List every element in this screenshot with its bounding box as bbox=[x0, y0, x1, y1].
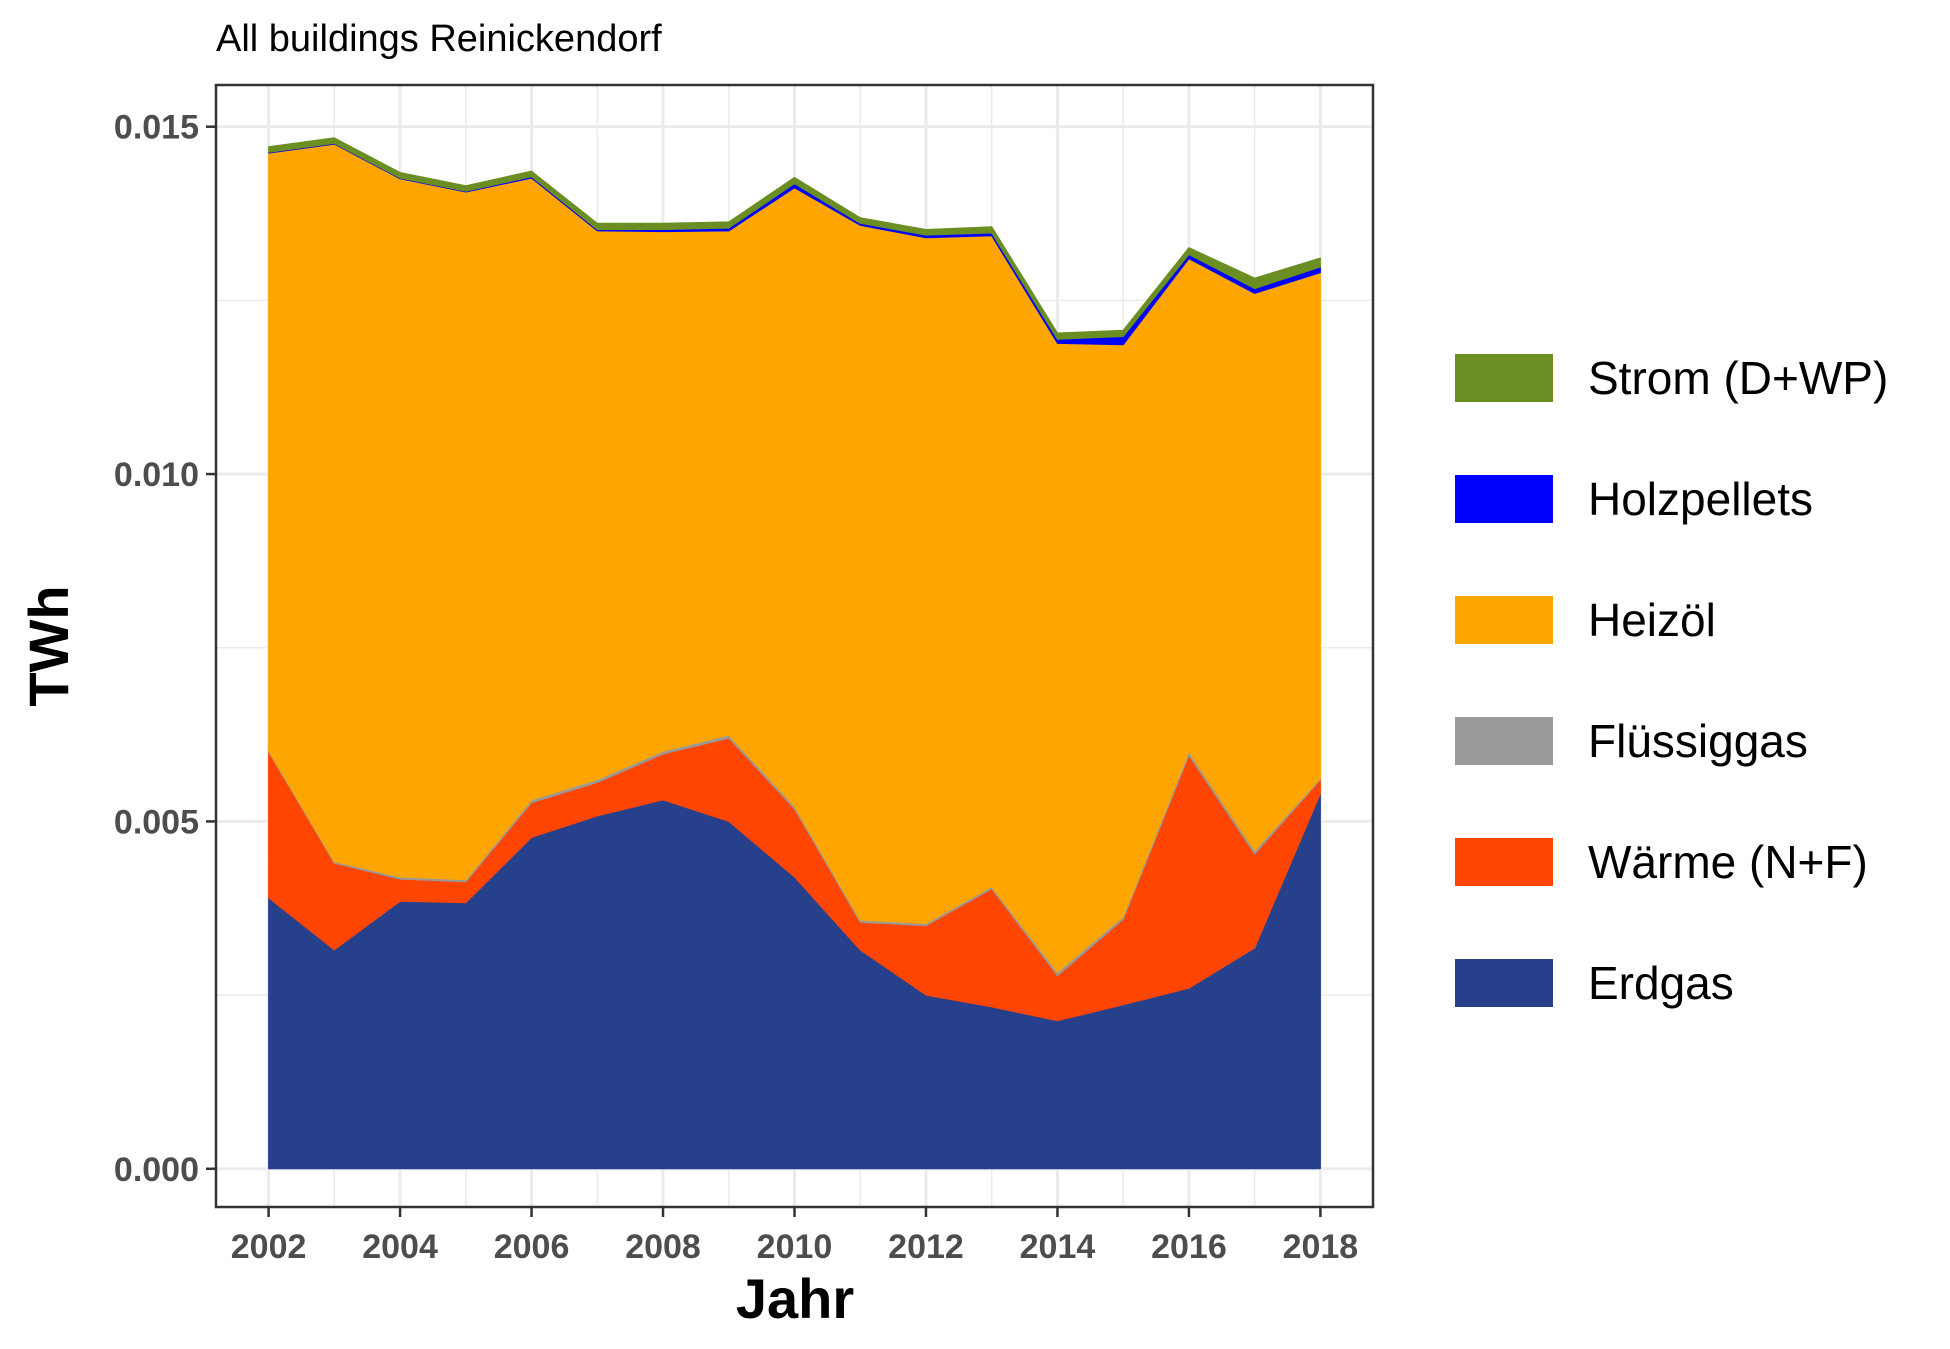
legend-swatch-heiz-l bbox=[1455, 596, 1553, 644]
chart-title: All buildings Reinickendorf bbox=[216, 18, 662, 60]
x-tick-label: 2006 bbox=[494, 1228, 570, 1266]
legend-swatch-holzpellets bbox=[1455, 475, 1553, 523]
x-axis-title: Jahr bbox=[736, 1267, 854, 1330]
y-tick-label: 0.010 bbox=[114, 456, 199, 494]
x-tick-label: 2008 bbox=[625, 1228, 701, 1266]
legend-label-fl-ssiggas: Flüssiggas bbox=[1588, 715, 1808, 767]
y-tick-label: 0.005 bbox=[114, 803, 199, 841]
legend-swatch-strom-d-wp bbox=[1455, 354, 1553, 402]
legend-label-w-rme-n-f: Wärme (N+F) bbox=[1588, 836, 1868, 888]
legend-swatch-fl-ssiggas bbox=[1455, 717, 1553, 765]
legend-label-holzpellets: Holzpellets bbox=[1588, 473, 1813, 525]
y-axis-ticks: 0.000 0.005 0.010 0.015 bbox=[114, 109, 216, 1189]
y-tick-label: 0.000 bbox=[114, 1151, 199, 1189]
x-axis-ticks: 2002 2004 2006 2008 2010 2012 2014 2016 2018 bbox=[231, 1207, 1358, 1266]
legend-swatch-w-rme-n-f bbox=[1455, 838, 1553, 886]
legend-label-erdgas: Erdgas bbox=[1588, 957, 1734, 1009]
x-tick-label: 2002 bbox=[231, 1228, 307, 1266]
area-strom-d-wp bbox=[268, 137, 1321, 340]
x-tick-label: 2016 bbox=[1151, 1228, 1227, 1266]
x-tick-label: 2010 bbox=[757, 1228, 833, 1266]
legend-swatch-erdgas bbox=[1455, 959, 1553, 1007]
x-tick-label: 2004 bbox=[362, 1228, 438, 1266]
x-tick-label: 2018 bbox=[1283, 1228, 1359, 1266]
x-tick-label: 2012 bbox=[888, 1228, 964, 1266]
area-series bbox=[268, 137, 1321, 1170]
y-tick-label: 0.015 bbox=[114, 109, 199, 147]
legend-label-heiz-l: Heizöl bbox=[1588, 594, 1716, 646]
legend: Strom (D+WP) Holzpellets Heizöl Flüssiggas W… bbox=[1455, 352, 1888, 1009]
legend-label-strom-d-wp: Strom (D+WP) bbox=[1588, 352, 1888, 404]
x-tick-label: 2014 bbox=[1020, 1228, 1096, 1266]
y-axis-title: TWh bbox=[17, 585, 80, 706]
